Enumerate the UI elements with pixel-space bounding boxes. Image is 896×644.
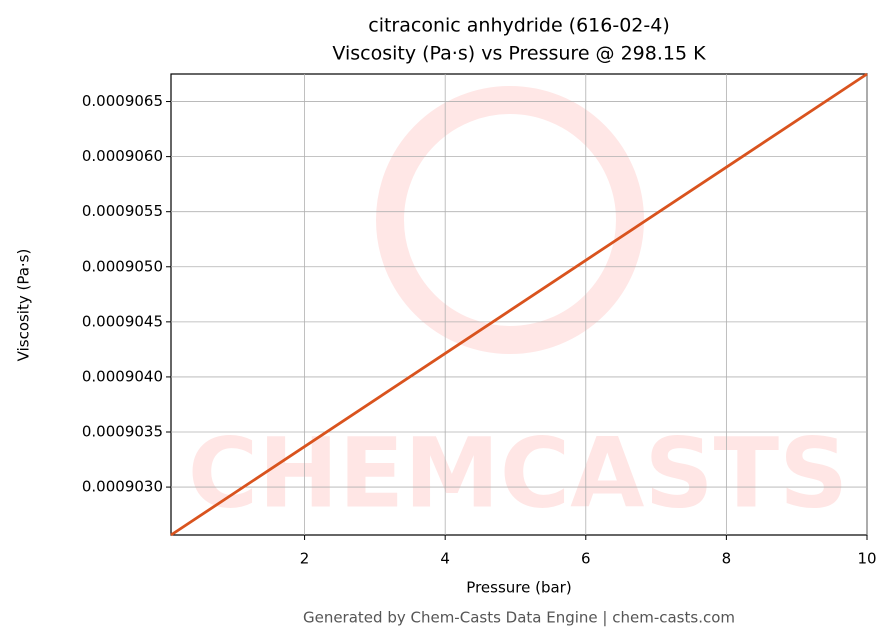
y-tick-label: 0.0009030 xyxy=(82,478,163,496)
y-tick-label: 0.0009045 xyxy=(82,312,163,330)
footer: Generated by Chem-Casts Data Engine | ch… xyxy=(303,609,735,627)
x-tick-label: 8 xyxy=(722,550,732,568)
x-tick-label: 10 xyxy=(857,550,876,568)
x-tick-label: 4 xyxy=(440,550,450,568)
watermark: CHEMCASTS xyxy=(188,86,848,529)
data-line xyxy=(170,72,868,537)
chart-subtitle: Viscosity (Pa·s) vs Pressure @ 298.15 K xyxy=(332,43,706,65)
y-tick-label: 0.0009050 xyxy=(82,257,163,275)
x-axis-label: Pressure (bar) xyxy=(466,579,571,597)
watermark-logo xyxy=(376,86,644,354)
watermark-text: CHEMCASTS xyxy=(188,417,848,529)
y-axis-label: Viscosity (Pa·s) xyxy=(15,249,33,362)
y-tick-label: 0.0009040 xyxy=(82,367,163,385)
y-tick-label: 0.0009060 xyxy=(82,147,163,165)
x-tick-label: 2 xyxy=(300,550,310,568)
y-tick-label: 0.0009055 xyxy=(82,202,163,220)
x-tick-label: 6 xyxy=(581,550,591,568)
chart-title: citraconic anhydride (616-02-4) xyxy=(368,15,670,37)
y-tick-label: 0.0009065 xyxy=(82,92,163,110)
y-tick-label: 0.0009035 xyxy=(82,423,163,441)
